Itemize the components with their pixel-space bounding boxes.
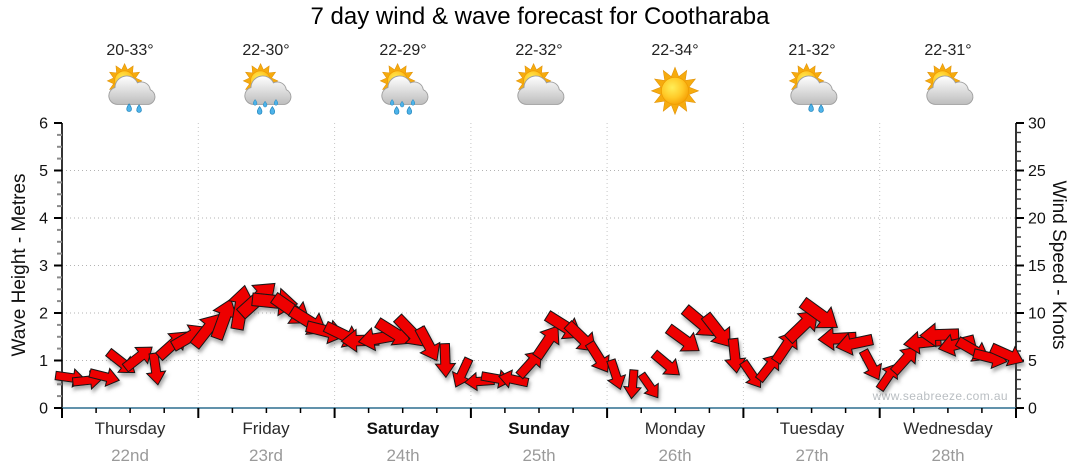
wind-arrow xyxy=(889,346,918,376)
wind-speed-tick-label: 10 xyxy=(1028,306,1046,323)
wind-speed-tick-label: 15 xyxy=(1028,258,1046,275)
cloud xyxy=(244,75,292,105)
wave-height-tick-label: 6 xyxy=(39,116,48,133)
raindrop xyxy=(263,100,268,108)
day-label-wednesday: Wednesday xyxy=(903,419,993,438)
raindrop xyxy=(136,104,142,113)
day-date: 23rd xyxy=(248,446,284,465)
wind-speed-tick-label: 20 xyxy=(1028,211,1046,228)
raindrop xyxy=(253,99,258,106)
temp-range-label: 22-32° xyxy=(515,42,563,59)
temp-range-label: 22-30° xyxy=(242,42,290,59)
wind-arrow xyxy=(700,311,731,348)
wind-arrow xyxy=(664,323,700,352)
wind-arrow xyxy=(622,369,643,400)
wave-height-tick-label: 3 xyxy=(39,258,48,275)
wind-speed-tick-label: 5 xyxy=(1028,353,1037,370)
day-date: 25th xyxy=(522,446,556,465)
chart-title: 7 day wind & wave forecast for Cootharab… xyxy=(310,3,770,30)
day-label-friday: Friday xyxy=(242,419,290,438)
temp-range-label: 22-34° xyxy=(651,42,699,59)
weather-icon-sun-cloud-rain xyxy=(242,62,292,115)
watermark: www.seabreeze.com.au xyxy=(872,389,1008,403)
wind-arrow xyxy=(434,343,457,379)
wind-arrow xyxy=(498,369,530,389)
day-label-thursday: Thursday xyxy=(94,419,166,438)
wind-arrow xyxy=(817,326,857,352)
weather-icon-sun-cloud-rain-light xyxy=(106,62,156,113)
cloud xyxy=(926,75,974,105)
weather-icon-sun-cloud xyxy=(924,62,974,105)
day-label-tuesday: Tuesday xyxy=(779,419,845,438)
wind-arrow xyxy=(798,296,839,329)
wind-speed-tick-label: 0 xyxy=(1028,401,1037,418)
wave-height-tick-label: 0 xyxy=(39,401,48,418)
wind-arrow xyxy=(835,332,874,356)
wind-arrow xyxy=(783,310,819,345)
sun-disc xyxy=(661,76,689,105)
raindrop xyxy=(390,99,395,106)
wind-arrow xyxy=(88,367,121,388)
raindrop xyxy=(410,99,416,106)
wave-height-tick-label: 4 xyxy=(39,211,48,228)
weather-icon-sun-cloud xyxy=(515,62,565,105)
weather-icon-sun-cloud-rain xyxy=(379,62,429,115)
wind-arrow xyxy=(145,352,167,386)
day-date: 28th xyxy=(931,446,965,465)
wind-speed-tick-label: 30 xyxy=(1028,116,1046,133)
raindrop xyxy=(269,106,276,115)
wind-arrow xyxy=(858,348,883,381)
cloud xyxy=(790,75,838,105)
cloud xyxy=(381,75,429,105)
day-label-sunday: Sunday xyxy=(508,419,570,438)
right-axis-title: Wind Speed - Knots xyxy=(1048,180,1069,350)
weather-icon-sun xyxy=(650,66,700,116)
day-label-saturday: Saturday xyxy=(366,419,440,438)
weather-icon-sun-cloud-rain-light xyxy=(788,62,838,113)
raindrop xyxy=(808,103,814,112)
raindrop xyxy=(406,106,413,115)
day-label-monday: Monday xyxy=(644,419,706,438)
wind-arrow xyxy=(637,371,659,399)
wind-arrow xyxy=(584,339,610,373)
temp-range-label: 22-31° xyxy=(924,42,972,59)
cloud xyxy=(108,75,156,105)
wind-speed-tick-label: 25 xyxy=(1028,163,1046,180)
wave-height-tick-label: 2 xyxy=(39,306,48,323)
raindrop xyxy=(400,100,405,108)
wave-height-tick-label: 5 xyxy=(39,163,48,180)
temp-range-label: 22-29° xyxy=(379,42,427,59)
raindrop xyxy=(818,104,824,113)
day-date: 26th xyxy=(658,446,692,465)
wind-arrow xyxy=(989,342,1025,367)
day-date: 24th xyxy=(386,446,420,465)
raindrop xyxy=(126,103,132,112)
day-date: 27th xyxy=(795,446,829,465)
wind-arrow xyxy=(563,319,596,352)
temp-range-label: 20-33° xyxy=(106,42,154,59)
wind-arrow xyxy=(414,325,441,362)
raindrop xyxy=(273,99,279,106)
wind-arrow xyxy=(650,349,681,376)
left-axis-title: Wave Height - Metres xyxy=(9,173,30,357)
wave-height-tick-label: 1 xyxy=(39,353,48,370)
raindrop xyxy=(256,106,263,115)
raindrop xyxy=(393,106,400,115)
wind-arrow xyxy=(606,358,627,391)
wind-arrow xyxy=(532,325,560,361)
temp-range-label: 21-32° xyxy=(788,42,836,59)
wind-arrow xyxy=(919,322,960,348)
cloud xyxy=(517,75,565,105)
day-date: 22nd xyxy=(111,446,149,465)
